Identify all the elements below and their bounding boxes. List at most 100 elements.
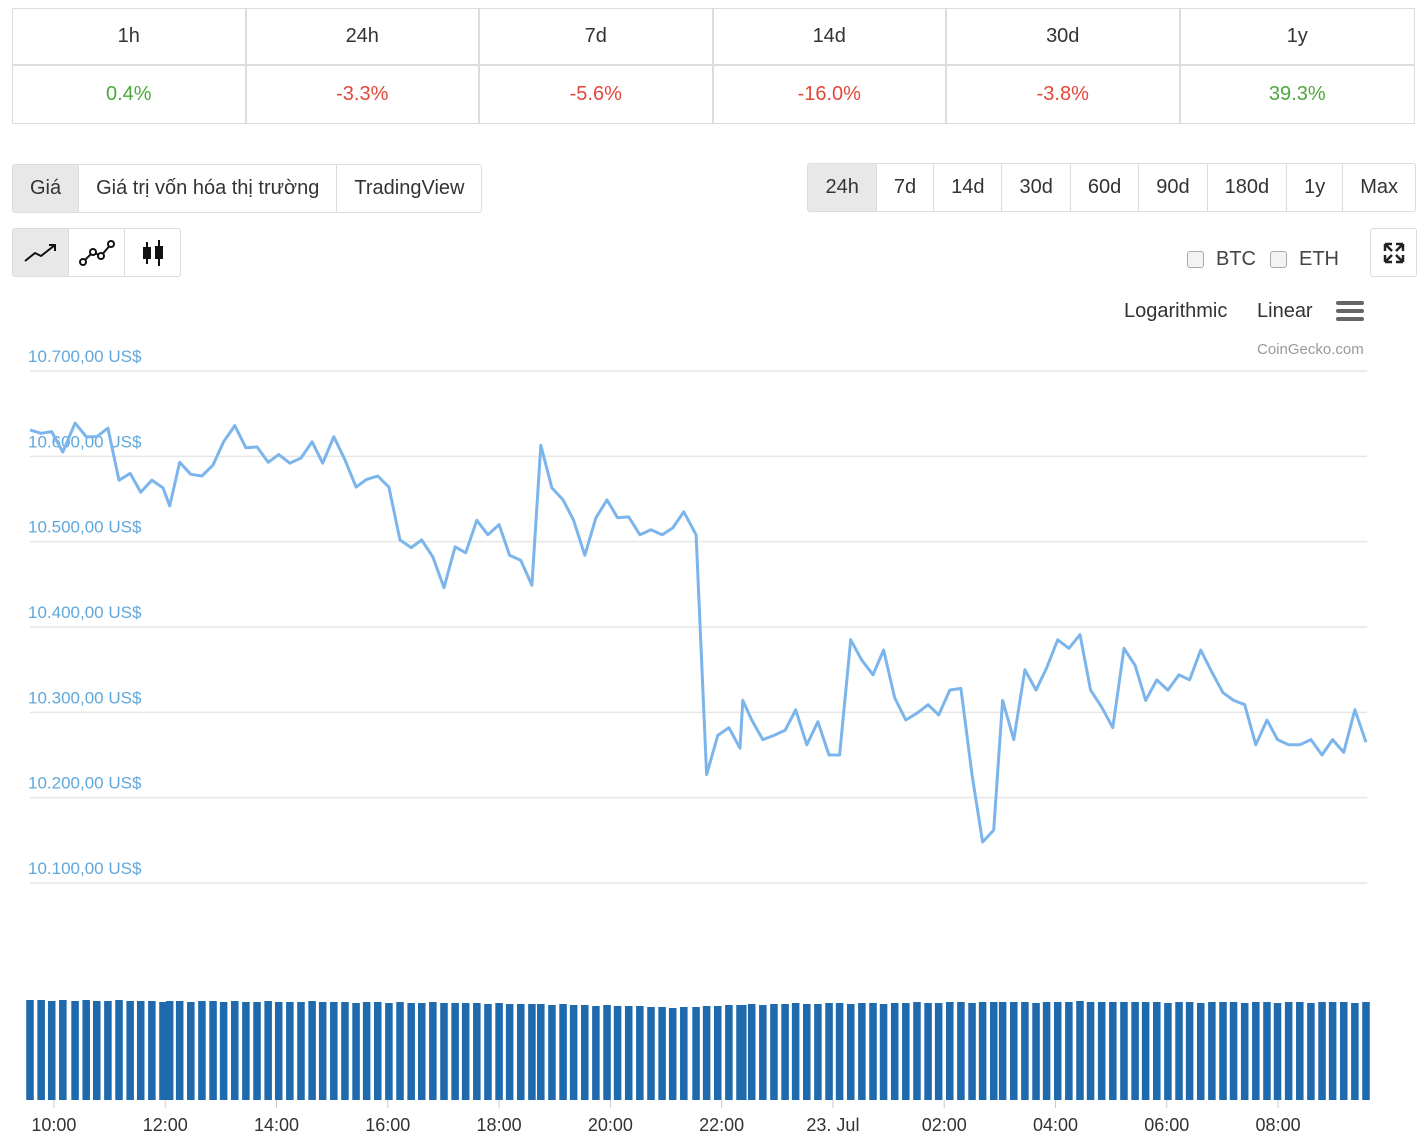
volume-bar [1076, 1001, 1084, 1100]
y-tick-label: 10.600,00 US$ [28, 432, 142, 451]
scale-linear[interactable]: Linear [1257, 300, 1313, 322]
point-icon [78, 239, 115, 266]
credit: CoinGecko.com [1257, 341, 1364, 358]
volume-bar [559, 1004, 567, 1100]
chart-type-group [12, 228, 181, 277]
volume-bar [71, 1001, 79, 1100]
point-chart-button[interactable] [69, 229, 125, 276]
volume-bar [286, 1002, 294, 1100]
volume-bar [136, 1001, 145, 1100]
tab[interactable]: Giá trị vốn hóa thị trường [79, 165, 338, 212]
scale-log[interactable]: Logarithmic [1124, 300, 1228, 322]
menu-button[interactable] [1336, 300, 1364, 322]
volume-bar [417, 1003, 426, 1100]
volume-bar [1021, 1002, 1029, 1100]
range-button[interactable]: 1y [1287, 164, 1344, 211]
x-tick-label: 20:00 [588, 1115, 633, 1135]
volume-bar [569, 1005, 578, 1100]
candle-chart-button[interactable] [125, 229, 180, 276]
volume-bar [451, 1003, 459, 1100]
volume-bar [1229, 1002, 1238, 1100]
period-header: 14d [713, 9, 947, 66]
volume-bar [1053, 1002, 1062, 1100]
volume-bar [1252, 1002, 1260, 1100]
volume-bar [297, 1002, 305, 1100]
volume-bar [198, 1001, 206, 1100]
range-button[interactable]: 7d [877, 164, 935, 211]
volume-bar [725, 1005, 733, 1100]
compare-eth[interactable]: ETH [1270, 248, 1339, 271]
x-tick-label: 12:00 [143, 1115, 188, 1135]
volume-bar [1065, 1002, 1073, 1100]
y-tick-label: 10.300,00 US$ [28, 688, 142, 707]
volume-bar [548, 1005, 556, 1100]
volume-bar [1175, 1002, 1183, 1100]
period-header: 30d [947, 9, 1181, 66]
volume-bar [1339, 1002, 1348, 1100]
x-tick-label: 22:00 [699, 1115, 744, 1135]
volume-bar [739, 1005, 747, 1100]
change-value: -3.8% [947, 66, 1181, 123]
volume-bar [869, 1003, 877, 1100]
volume-bar [126, 1001, 134, 1100]
period-header: 24h [246, 9, 480, 66]
volume-bar [115, 1000, 123, 1100]
volume-bar [803, 1004, 811, 1100]
range-button[interactable]: 60d [1071, 164, 1140, 211]
change-value: -16.0% [714, 66, 947, 123]
range-button[interactable]: 30d [1002, 164, 1071, 211]
volume-bar [998, 1002, 1007, 1100]
volume-bar [592, 1006, 600, 1100]
volume-bar [517, 1004, 525, 1100]
tab[interactable]: Giá [13, 165, 80, 212]
volume-bar [187, 1002, 195, 1100]
volume-bar [968, 1003, 976, 1100]
volume-bar [159, 1002, 167, 1100]
y-tick-label: 10.200,00 US$ [28, 774, 142, 793]
range-button[interactable]: 14d [934, 164, 1003, 211]
range-button[interactable]: 90d [1139, 164, 1208, 211]
volume-bar [603, 1005, 611, 1100]
volume-bar [692, 1007, 700, 1100]
volume-bar [636, 1006, 644, 1100]
volume-bar [374, 1002, 382, 1100]
compare-label: ETH [1299, 248, 1339, 270]
volume-bar [209, 1001, 217, 1100]
range-button[interactable]: 180d [1208, 164, 1288, 211]
volume-bar [1219, 1002, 1227, 1100]
line-chart-button[interactable] [13, 229, 69, 276]
checkbox[interactable] [1270, 251, 1287, 268]
compare-btc[interactable]: BTC [1187, 248, 1256, 271]
tab[interactable]: TradingView [354, 177, 465, 199]
volume-bar [624, 1006, 633, 1100]
volume-bar [879, 1004, 888, 1100]
volume-bar [902, 1003, 910, 1100]
volume-bar [429, 1002, 437, 1100]
fullscreen-button[interactable] [1370, 228, 1417, 277]
volume-bar [318, 1002, 327, 1100]
volume-bar [680, 1007, 688, 1100]
volume-bar [1307, 1003, 1315, 1100]
volume-bar [825, 1003, 833, 1100]
checkbox[interactable] [1187, 251, 1204, 268]
range-button[interactable]: 24h [808, 164, 877, 211]
period-header: 7d [480, 9, 714, 66]
volume-bar [26, 1000, 34, 1100]
change-value: -5.6% [480, 66, 714, 123]
volume-bar [668, 1008, 677, 1100]
volume-bar [59, 1000, 67, 1100]
volume-bar [495, 1003, 503, 1100]
fullscreen-icon [1371, 229, 1416, 276]
volume-bar [330, 1002, 338, 1100]
tab-group: Giá Giá trị vốn hóa thị trường TradingView [12, 164, 483, 213]
candle-icon [142, 239, 163, 266]
volume-bar [1131, 1002, 1139, 1100]
volume-bar [1141, 1002, 1150, 1100]
volume-bar [1097, 1002, 1106, 1100]
volume-bar [148, 1001, 156, 1100]
x-tick-label: 02:00 [922, 1115, 967, 1135]
volume-bar [890, 1003, 899, 1100]
x-tick-label: 04:00 [1033, 1115, 1078, 1135]
volume-bar [264, 1001, 272, 1100]
range-button[interactable]: Max [1360, 176, 1398, 198]
